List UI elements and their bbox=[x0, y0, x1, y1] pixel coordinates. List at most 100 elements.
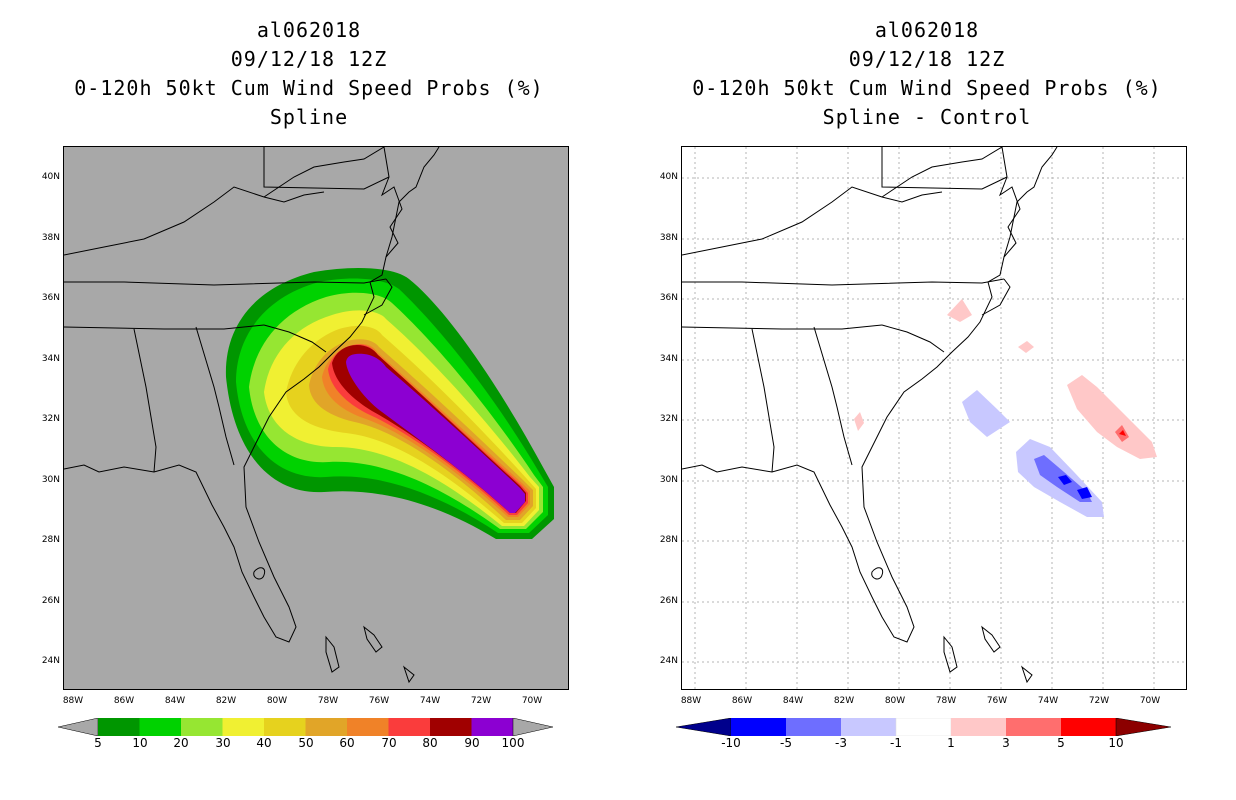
east-coast-line bbox=[682, 147, 1021, 643]
colorbar-under-triangle bbox=[58, 718, 99, 736]
state-border-ky bbox=[682, 186, 943, 256]
lon-label: 82W bbox=[215, 696, 237, 706]
coastline-and-borders bbox=[682, 147, 1058, 684]
colorbar-swatch bbox=[841, 718, 896, 736]
state-border-pa bbox=[263, 147, 390, 190]
lon-label: 72W bbox=[1088, 696, 1110, 706]
lat-label: 38N bbox=[659, 233, 678, 243]
colorbar-label: 1 bbox=[947, 736, 955, 750]
florida-lake bbox=[253, 567, 266, 580]
lon-label: 86W bbox=[731, 696, 753, 706]
lon-label: 80W bbox=[884, 696, 906, 706]
left-probability-map bbox=[63, 146, 569, 690]
left-panel-title: al062018 09/12/18 12Z 0-120h 50kt Cum Wi… bbox=[0, 16, 618, 132]
colorbar-over-triangle bbox=[512, 718, 553, 736]
lat-label: 34N bbox=[659, 354, 678, 364]
colorbar-label: 100 bbox=[501, 736, 525, 750]
colorbar-under-triangle bbox=[676, 718, 732, 736]
state-border-sc bbox=[881, 324, 945, 353]
colorbar-label: 20 bbox=[173, 736, 189, 750]
colorbar-swatch bbox=[471, 718, 513, 736]
lat-label: 32N bbox=[41, 414, 60, 424]
delmarva-line bbox=[385, 147, 440, 258]
lat-label: 36N bbox=[659, 293, 678, 303]
lat-label: 38N bbox=[41, 233, 60, 243]
state-border-tn bbox=[682, 324, 883, 330]
colorbar-label: 50 bbox=[298, 736, 314, 750]
lon-label: 84W bbox=[164, 696, 186, 706]
lon-label: 82W bbox=[833, 696, 855, 706]
colorbar-swatch bbox=[139, 718, 181, 736]
right-colorbar bbox=[676, 718, 1171, 736]
forecast-time: 09/12/18 12Z bbox=[848, 47, 1006, 71]
forecast-time: 09/12/18 12Z bbox=[230, 47, 388, 71]
lon-label: 78W bbox=[935, 696, 957, 706]
outer-banks bbox=[363, 278, 393, 316]
lon-label: 70W bbox=[1139, 696, 1161, 706]
lon-label: 80W bbox=[266, 696, 288, 706]
lon-label: 74W bbox=[1037, 696, 1059, 706]
lon-label: 88W bbox=[62, 696, 84, 706]
lat-label: 24N bbox=[41, 656, 60, 666]
bahamas-island-3 bbox=[1020, 665, 1033, 684]
colorbar-label: 90 bbox=[464, 736, 480, 750]
state-border-wv bbox=[881, 147, 1003, 198]
colorbar-label: 60 bbox=[339, 736, 355, 750]
right-map-svg bbox=[682, 147, 1186, 689]
state-border-nc-va bbox=[682, 278, 1005, 286]
lat-label: 40N bbox=[41, 172, 60, 182]
diff-positive-blob-east bbox=[1067, 375, 1157, 459]
colorbar-swatch bbox=[388, 718, 430, 736]
left-map-svg bbox=[64, 147, 554, 684]
bahamas-island-2 bbox=[981, 625, 1001, 653]
lat-label: 30N bbox=[659, 475, 678, 485]
product-title: 0-120h 50kt Cum Wind Speed Probs (%) bbox=[74, 76, 544, 100]
lon-label: 84W bbox=[782, 696, 804, 706]
lat-label: 36N bbox=[41, 293, 60, 303]
colorbar-label: 10 bbox=[132, 736, 148, 750]
lat-label: 28N bbox=[659, 535, 678, 545]
colorbar-swatch bbox=[786, 718, 841, 736]
state-border-nc-va bbox=[64, 278, 387, 286]
lon-label: 78W bbox=[317, 696, 339, 706]
colorbar-swatch bbox=[347, 718, 389, 736]
prob-band-90 bbox=[346, 353, 525, 513]
storm-id: al062018 bbox=[256, 18, 362, 42]
colorbar-label: 10 bbox=[1108, 736, 1124, 750]
colorbar-swatch bbox=[430, 718, 472, 736]
lon-label: 86W bbox=[113, 696, 135, 706]
colorbar-over-triangle bbox=[1115, 718, 1171, 736]
coastline-and-borders bbox=[64, 147, 440, 684]
bahamas-island-1 bbox=[325, 635, 340, 673]
lat-label: 28N bbox=[41, 535, 60, 545]
lat-label: 34N bbox=[41, 354, 60, 364]
state-border-sc bbox=[263, 324, 327, 353]
colorbar-swatch bbox=[895, 718, 952, 736]
state-border-tn bbox=[64, 324, 265, 330]
florida-lake bbox=[871, 567, 884, 580]
lon-label: 74W bbox=[419, 696, 441, 706]
lon-label: 88W bbox=[680, 696, 702, 706]
diff-negative-blob-1 bbox=[962, 390, 1010, 437]
state-border-al bbox=[133, 328, 157, 473]
product-title: 0-120h 50kt Cum Wind Speed Probs (%) bbox=[692, 76, 1162, 100]
diff-negative-max-1 bbox=[1058, 475, 1072, 485]
state-border-wv bbox=[263, 147, 385, 198]
colorbar-swatch bbox=[731, 718, 786, 736]
colorbar-label: 5 bbox=[94, 736, 102, 750]
method-title: Spline bbox=[269, 105, 349, 129]
colorbar-swatch bbox=[222, 718, 264, 736]
colorbar-swatch bbox=[951, 718, 1006, 736]
diff-positive-blob-sc bbox=[854, 412, 864, 431]
state-border-ky bbox=[64, 186, 325, 256]
lat-label: 32N bbox=[659, 414, 678, 424]
lat-label: 26N bbox=[659, 596, 678, 606]
colorbar-label: 40 bbox=[256, 736, 272, 750]
colorbar-swatch bbox=[98, 718, 140, 736]
state-border-pa bbox=[881, 147, 1008, 190]
lat-label: 24N bbox=[659, 656, 678, 666]
east-coast-line bbox=[64, 147, 403, 643]
colorbar-swatch bbox=[1006, 718, 1061, 736]
colorbar-label: 3 bbox=[1002, 736, 1010, 750]
state-border-al bbox=[751, 328, 775, 473]
